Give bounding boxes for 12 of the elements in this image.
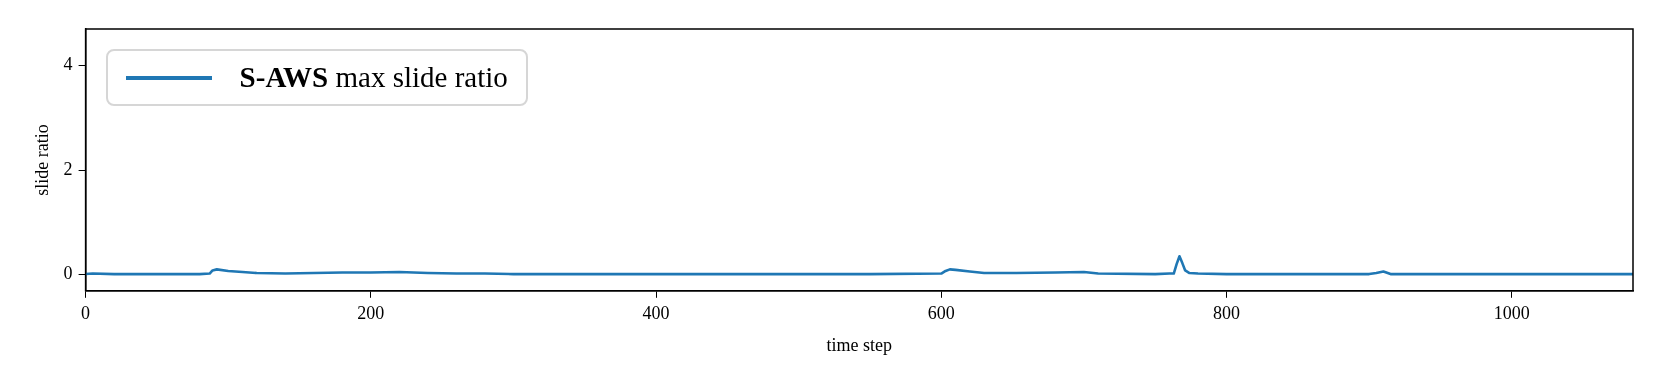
x-tick-label: 400 (642, 303, 670, 324)
x-axis-title: time step (826, 334, 893, 355)
y-tick-label: 2 (63, 158, 73, 179)
x-tick-label: 800 (1213, 303, 1241, 324)
y-tick-label: 0 (63, 263, 73, 284)
y-axis-title: slide ratio (31, 124, 52, 196)
x-tick-label: 200 (357, 303, 385, 324)
x-tick-label: 600 (927, 303, 955, 324)
legend-label: S-AWS max slide ratio (239, 61, 508, 94)
y-tick-label: 4 (63, 54, 73, 75)
x-tick-label: 0 (81, 303, 91, 324)
x-tick-label: 1000 (1493, 303, 1530, 324)
